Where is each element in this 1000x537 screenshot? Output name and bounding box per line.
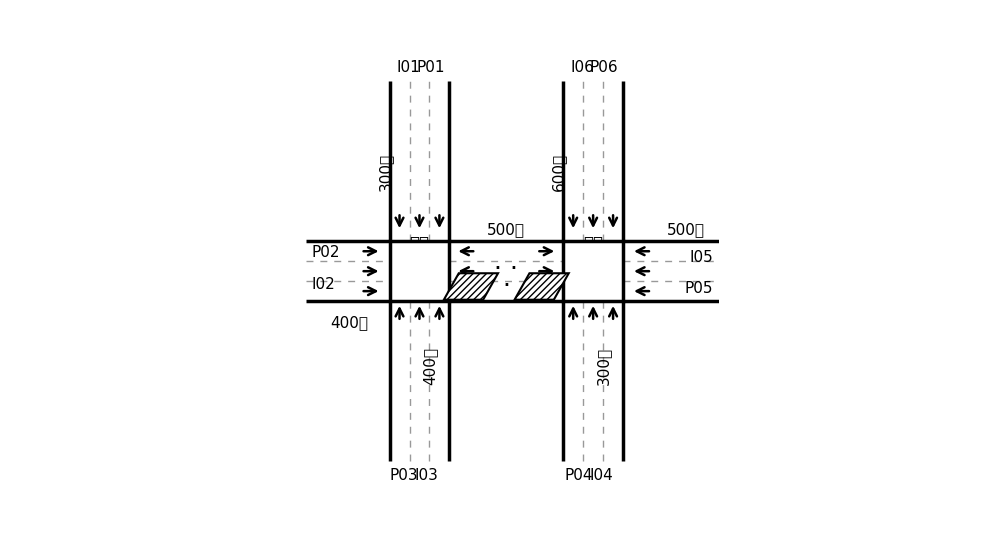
Text: I05: I05	[689, 250, 713, 265]
Text: 300米: 300米	[596, 347, 611, 386]
Text: 口1: 口1	[409, 257, 430, 275]
Text: I04: I04	[589, 468, 613, 483]
Polygon shape	[444, 273, 498, 300]
Text: 300米: 300米	[378, 153, 393, 191]
Text: P04: P04	[564, 468, 593, 483]
Text: I02: I02	[312, 277, 336, 292]
Text: 交叉: 交叉	[409, 235, 429, 252]
Text: 口2: 口2	[583, 257, 603, 275]
Text: 500米: 500米	[487, 222, 525, 237]
Text: 600米: 600米	[551, 153, 566, 191]
Text: P03: P03	[390, 468, 418, 483]
Text: 交叉: 交叉	[583, 235, 603, 252]
Text: P02: P02	[312, 245, 340, 260]
Polygon shape	[515, 273, 569, 300]
Text: 400米: 400米	[422, 347, 437, 385]
Text: 400米: 400米	[330, 315, 368, 330]
Text: I01: I01	[396, 60, 420, 75]
Text: P01: P01	[416, 60, 445, 75]
Text: P05: P05	[685, 281, 713, 296]
Bar	[563, 242, 623, 301]
Text: I03: I03	[415, 468, 438, 483]
Bar	[390, 242, 449, 301]
Text: ·: ·	[502, 274, 510, 297]
Text: 500米: 500米	[667, 222, 705, 237]
Text: P06: P06	[590, 60, 619, 75]
Text: · ·: · ·	[494, 257, 518, 281]
Text: I06: I06	[570, 60, 594, 75]
